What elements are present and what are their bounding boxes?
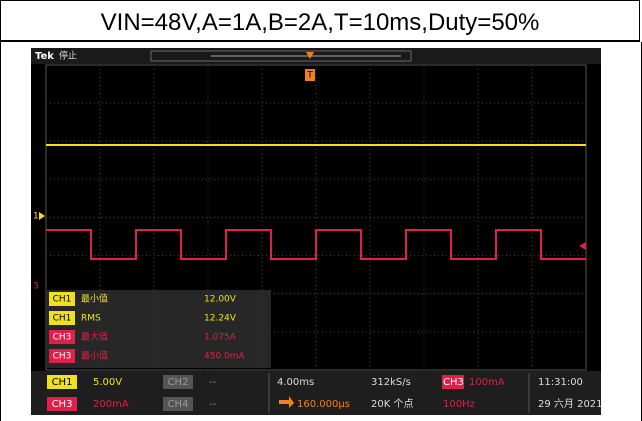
ch1-arrow (39, 212, 45, 220)
ch-scale: -- (209, 399, 217, 410)
bottom-readouts: CH1 5.00V CH2 -- CH3 200mA CH4 -- 4.00ms 312kS/s 1… (47, 373, 603, 413)
meas-name: RMS (81, 314, 101, 324)
trigger-pos (306, 52, 314, 59)
time: 11:31:00 (538, 377, 583, 388)
ch3-trace (46, 229, 586, 260)
scope-screen: Tek 停止 1 3 T CH1 最小值 12.00V CH1 RMS 12.24V CH3… (31, 48, 603, 415)
ch-badge (163, 375, 193, 389)
meas-channel: CH1 (53, 314, 72, 324)
brand: Tek (35, 51, 54, 62)
trigger-channel: CH3 (443, 377, 464, 388)
ch-name: CH4 (168, 399, 189, 410)
trigger-pos-icon (279, 396, 294, 408)
meas-channel: CH3 (53, 333, 72, 343)
title: VIN=48V,A=1A,B=2A,T=10ms,Duty=50% (0, 0, 640, 42)
ch3-marker: 3 (33, 282, 39, 292)
table-cell: Tek 停止 1 3 T CH1 最小值 12.00V CH1 RMS 12.24V CH3… (0, 42, 642, 421)
ch-scale: 200mA (93, 399, 129, 410)
meas-badge (49, 349, 75, 363)
meas-channel: CH3 (53, 352, 72, 362)
meas-name: 最小值 (81, 350, 108, 362)
ch-name: CH1 (52, 377, 73, 388)
record-length: 20K 个点 (371, 398, 413, 410)
measure-panel (46, 290, 271, 368)
grid (46, 65, 586, 370)
date: 29 六月 2021 (538, 398, 603, 410)
timebase: 4.00ms (277, 377, 314, 388)
ch-scale: 5.00V (93, 377, 122, 388)
ch-badge (47, 375, 77, 389)
status: 停止 (59, 50, 77, 62)
ch-badge (47, 397, 77, 411)
trigger-freq: 100Hz (443, 399, 475, 410)
meas-badge (49, 292, 75, 306)
meas-value: 450.0mA (204, 352, 246, 362)
trigger-level-arrow (579, 242, 586, 250)
trigger-level: 100mA (469, 377, 505, 388)
sample-rate: 312kS/s (371, 377, 411, 388)
meas-value: 12.24V (204, 314, 237, 324)
meas-channel: CH1 (53, 295, 72, 305)
meas-name: 最大值 (81, 331, 108, 343)
meas-value: 12.00V (204, 295, 237, 305)
trigger-box (305, 69, 315, 81)
ch-name: CH2 (168, 377, 189, 388)
ch-name: CH3 (52, 399, 73, 410)
ch-badge (163, 397, 193, 411)
bottom-bar (31, 371, 601, 415)
meas-value: 1.075A (204, 333, 237, 343)
ch1-marker: 1 (33, 212, 39, 222)
trigger-marker: T (306, 71, 313, 81)
measurements: CH1 最小值 12.00V CH1 RMS 12.24V CH3 最大值 1.075A CH3 最… (49, 292, 246, 363)
trig-badge (442, 375, 464, 389)
record-bar (150, 50, 412, 62)
meas-name: 最小值 (81, 293, 108, 305)
trigger-position: 160.000µs (297, 399, 350, 410)
ch-scale: -- (209, 377, 217, 388)
meas-badge (49, 311, 75, 325)
meas-badge (49, 330, 75, 344)
